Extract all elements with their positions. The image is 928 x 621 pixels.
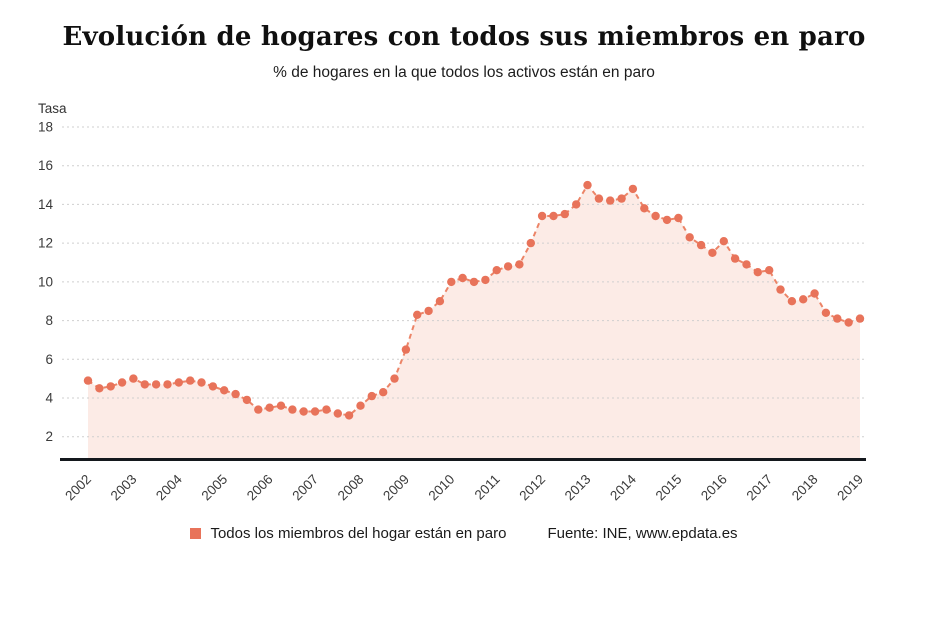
svg-text:2009: 2009	[380, 472, 412, 504]
svg-text:2: 2	[45, 429, 53, 444]
svg-text:2003: 2003	[108, 472, 140, 504]
svg-text:8: 8	[45, 313, 53, 328]
page-title: Evolución de hogares con todos sus miemb…	[62, 22, 866, 52]
legend-marker-icon	[190, 528, 202, 539]
svg-text:2017: 2017	[743, 472, 775, 504]
svg-text:2004: 2004	[153, 471, 185, 503]
source-text: Fuente: INE, www.epdata.es	[547, 525, 738, 542]
svg-text:2014: 2014	[607, 471, 639, 503]
svg-text:12: 12	[38, 236, 53, 251]
svg-text:2011: 2011	[472, 472, 503, 503]
legend: Todos los miembros del hogar están en pa…	[0, 525, 928, 542]
svg-text:2016: 2016	[698, 472, 730, 504]
legend-label: Todos los miembros del hogar están en pa…	[210, 525, 507, 542]
svg-text:2002: 2002	[62, 472, 94, 504]
svg-text:2010: 2010	[426, 472, 458, 504]
chart-subtitle: % de hogares en la que todos los activos…	[273, 64, 655, 81]
svg-text:2005: 2005	[198, 472, 230, 504]
svg-text:10: 10	[38, 274, 53, 289]
svg-text:2006: 2006	[244, 472, 276, 504]
svg-text:2019: 2019	[834, 472, 866, 504]
y-axis-title: Tasa	[38, 101, 67, 116]
svg-text:18: 18	[38, 120, 53, 135]
svg-text:2013: 2013	[562, 472, 594, 504]
svg-text:2007: 2007	[289, 472, 321, 504]
svg-text:2018: 2018	[789, 472, 821, 504]
svg-text:14: 14	[38, 197, 54, 212]
svg-text:2012: 2012	[516, 472, 548, 504]
svg-text:16: 16	[38, 158, 53, 173]
svg-text:2008: 2008	[335, 472, 367, 504]
svg-text:4: 4	[45, 391, 53, 406]
svg-text:6: 6	[45, 352, 53, 367]
svg-text:2015: 2015	[653, 472, 685, 504]
